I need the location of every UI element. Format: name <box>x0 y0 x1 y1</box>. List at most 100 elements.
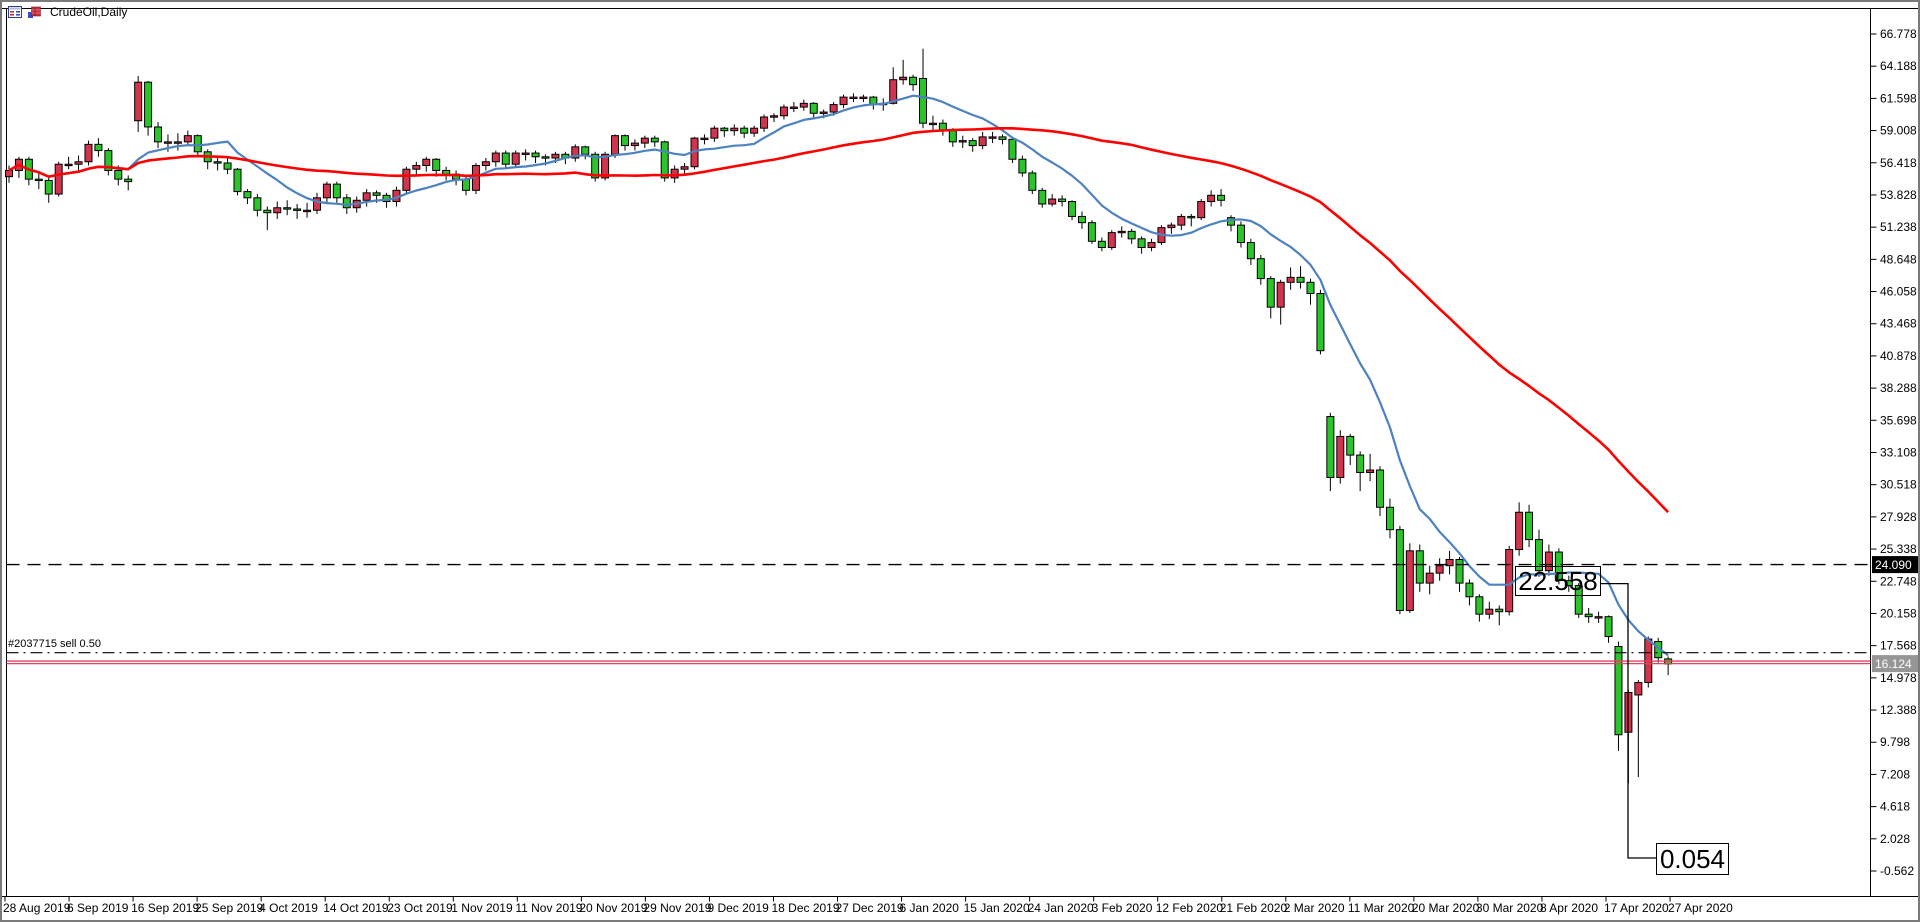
candle-body <box>710 127 719 139</box>
candle-body <box>1167 224 1176 229</box>
candle-body <box>789 106 798 109</box>
candle-body <box>1366 469 1375 473</box>
candle-body <box>1286 276 1295 283</box>
x-axis-label: 4 Oct 2019 <box>259 901 318 915</box>
y-axis-label: 66.778 <box>1880 27 1917 41</box>
candle-body <box>273 207 282 214</box>
y-axis-label: 43.468 <box>1880 317 1917 331</box>
candle-body <box>134 81 143 122</box>
candle-body <box>1137 238 1146 249</box>
candle-body <box>948 130 957 143</box>
candle-body <box>591 153 600 179</box>
y-axis-label: 2.028 <box>1880 832 1910 846</box>
chart-titlebar: CrudeOil,Daily <box>8 5 127 19</box>
candle-body <box>571 146 580 159</box>
candle-body <box>650 137 659 143</box>
candle-body <box>402 168 411 191</box>
candle-body <box>74 161 83 165</box>
price-callout-0054[interactable]: 0.054 <box>1656 843 1729 875</box>
candle-body <box>54 163 63 195</box>
candle-body <box>372 192 381 196</box>
candle-body <box>1445 558 1454 567</box>
candle-body <box>104 150 113 171</box>
candle-body <box>293 208 302 211</box>
candle-body <box>988 136 997 139</box>
candle-body <box>730 127 739 132</box>
candle-body <box>1525 511 1534 541</box>
candle-body <box>769 115 778 118</box>
candle-body <box>839 96 848 106</box>
callout-connector-line <box>1601 582 1656 859</box>
candle-body <box>94 143 103 152</box>
candle-body <box>1465 582 1474 598</box>
candle-body <box>611 135 620 155</box>
x-axis-label: 27 Apr 2020 <box>1668 901 1733 915</box>
candle-body <box>1544 551 1553 572</box>
candle-body <box>303 209 312 213</box>
candle-body <box>1356 454 1365 473</box>
quotes-grid-icon[interactable] <box>8 5 23 19</box>
candle-body <box>491 152 500 163</box>
candle-body <box>233 168 242 193</box>
bar-chart-icon[interactable] <box>27 6 42 19</box>
candle-body <box>1495 608 1504 613</box>
candle-body <box>1087 222 1096 242</box>
y-axis-label: 12.388 <box>1880 703 1917 717</box>
candle-body <box>462 178 471 191</box>
candle-body <box>531 152 540 158</box>
candle-body <box>799 102 808 108</box>
candle-body <box>154 126 163 143</box>
candle-body <box>124 178 133 183</box>
candle-body <box>1246 242 1255 260</box>
candle-body <box>1415 550 1424 584</box>
x-axis-label: 11 Nov 2019 <box>515 901 582 915</box>
candle-body <box>1038 189 1047 205</box>
candle-body <box>1455 558 1464 584</box>
price-callout-22558[interactable]: 22.558 <box>1515 566 1601 596</box>
candle-body <box>1187 215 1196 219</box>
axis-price-badge-text: 24.090 <box>1875 558 1912 572</box>
axis-price-badge <box>1872 556 1919 574</box>
candle-body <box>1276 281 1285 308</box>
x-axis-label: 1 Nov 2019 <box>451 901 513 915</box>
candle-body <box>1236 224 1245 244</box>
candle-body <box>1604 616 1613 638</box>
axis-price-badge-text: 16.124 <box>1875 657 1912 671</box>
fast-ma-line <box>8 94 1669 657</box>
candle-body <box>1068 201 1077 217</box>
candle-body <box>1425 572 1434 584</box>
candle-body <box>740 127 749 134</box>
candle-body <box>819 111 828 114</box>
candle-body <box>362 192 371 201</box>
y-axis-label: 35.698 <box>1880 413 1917 427</box>
candle-body <box>223 162 232 170</box>
y-axis-label: 22.748 <box>1880 574 1917 588</box>
candle-body <box>422 158 431 166</box>
candle-body <box>620 135 629 147</box>
y-axis-label: 4.618 <box>1880 800 1910 814</box>
x-axis-label: 27 Dec 2019 <box>836 901 904 915</box>
y-axis-label: 53.828 <box>1880 188 1917 202</box>
candle-body <box>1376 469 1385 508</box>
x-axis-label: 2 Mar 2020 <box>1284 901 1345 915</box>
candle-body <box>928 122 937 126</box>
y-axis-label: 20.158 <box>1880 606 1917 620</box>
candle-body <box>1008 138 1017 160</box>
x-axis-label: 17 Apr 2020 <box>1604 901 1669 915</box>
candle-body <box>193 135 202 153</box>
candle-body <box>253 197 262 211</box>
candle-body <box>1316 293 1325 352</box>
candle-body <box>889 79 898 104</box>
axis-price-badge <box>1872 655 1919 673</box>
x-axis-label: 23 Oct 2019 <box>387 901 453 915</box>
y-axis-label: 64.188 <box>1880 59 1917 73</box>
candle-body <box>481 161 490 166</box>
candle-body <box>899 76 908 81</box>
candle-body <box>760 116 769 129</box>
candle-body <box>541 156 550 159</box>
candle-body <box>332 183 341 199</box>
open-order-line-label[interactable]: #2037715 sell 0.50 <box>8 638 101 650</box>
candle-body <box>1574 585 1583 615</box>
x-axis-label: 21 Feb 2020 <box>1220 901 1288 915</box>
